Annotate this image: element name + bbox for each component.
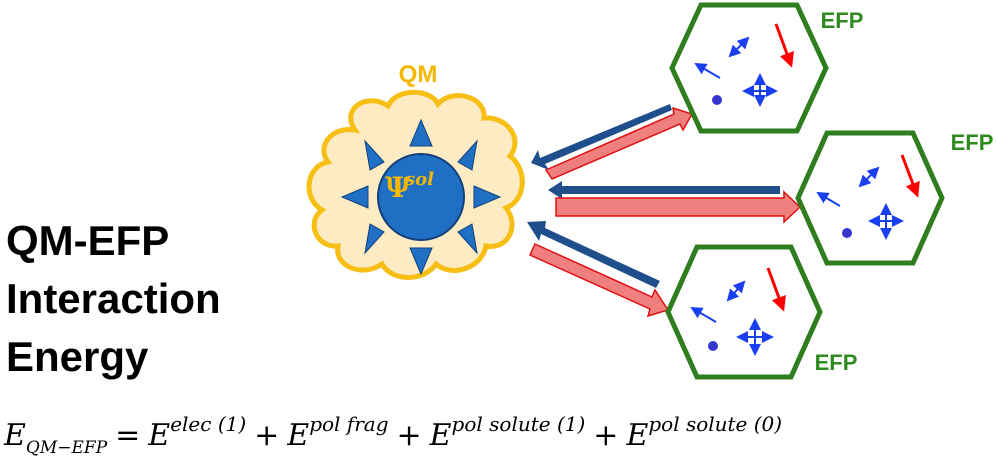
energy-equation: EQM−EFP = Eelec (1) + Epol frag + Epol solute … (4, 414, 782, 457)
arrow-pair-middle (548, 181, 802, 224)
title-line-3: Energy (6, 333, 149, 380)
eq-term-3-sup: pol solute (1) (451, 412, 586, 436)
efp-fragment-3 (665, 244, 823, 380)
eq-plus-2: + (396, 418, 422, 453)
efp-label-2: EFP (951, 130, 994, 155)
efp-fragment-1 (669, 2, 829, 134)
eq-plus-3: + (593, 418, 619, 453)
eq-lhs: E (4, 418, 26, 453)
eq-lhs-sub: QM−EFP (25, 438, 108, 458)
efp-label-1: EFP (821, 8, 864, 33)
eq-plus-1: + (254, 418, 280, 453)
arrow-pair-top (531, 104, 694, 180)
qm-rays (340, 118, 502, 276)
eq-term-4-sup: pol solute (0) (648, 412, 783, 436)
eq-term-3: E (429, 418, 452, 453)
wavefunction-symbol: Ψ (385, 171, 411, 204)
qm-sphere (377, 153, 465, 241)
eq-term-2-sup: pol frag (309, 412, 389, 436)
efp-fragment-2 (795, 130, 945, 266)
title-line-2: Interaction (6, 275, 221, 322)
eq-term-2: E (287, 418, 310, 453)
eq-equals: = (115, 418, 141, 453)
wavefunction-superscript: sol (404, 169, 434, 190)
eq-term-1: E (148, 418, 171, 453)
arrow-pair-bottom (527, 221, 670, 318)
qm-label: QM (399, 61, 438, 88)
title-line-1: QM-EFP (6, 217, 170, 264)
efp-label-3: EFP (815, 350, 858, 375)
eq-term-4: E (626, 418, 649, 453)
eq-term-1-sup: elec (1) (170, 412, 247, 436)
